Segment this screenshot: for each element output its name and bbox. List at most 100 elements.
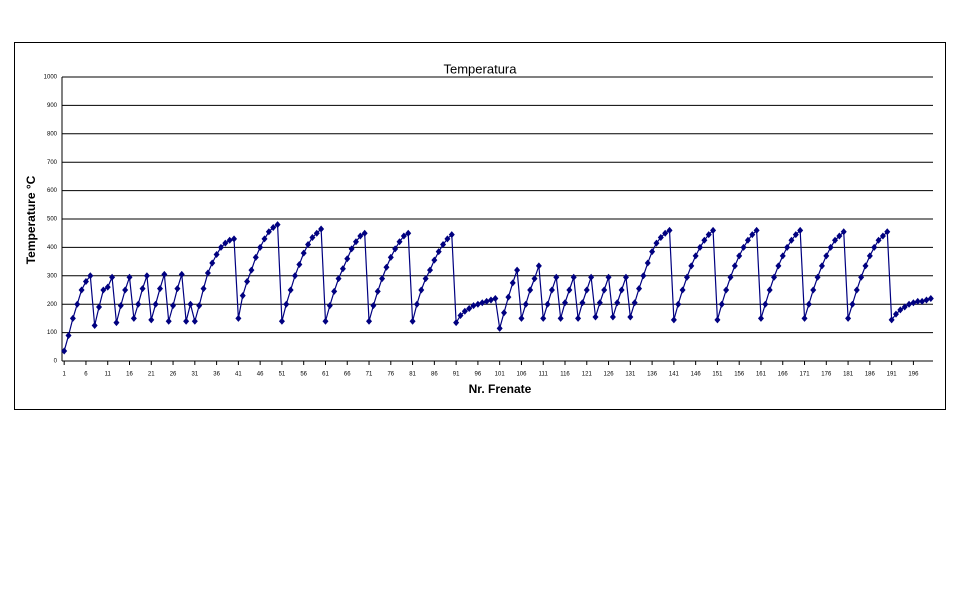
chart-frame [14, 42, 946, 410]
data-point [888, 316, 895, 324]
data-point [509, 279, 516, 287]
x-axis-label: Nr. Frenate [469, 382, 532, 396]
data-point [853, 286, 860, 294]
data-point [444, 235, 451, 243]
data-point [318, 225, 325, 233]
data-point [919, 297, 926, 305]
data-point [300, 249, 307, 257]
data-point [832, 236, 839, 244]
data-point [744, 236, 751, 244]
data-point [575, 314, 582, 322]
data-point [609, 313, 616, 321]
data-point [862, 262, 869, 270]
data-point [675, 300, 682, 308]
data-point [692, 252, 699, 260]
data-point [570, 273, 577, 281]
data-point [892, 310, 899, 318]
x-tick-label: 126 [604, 372, 615, 378]
data-point [235, 314, 242, 322]
data-point [784, 243, 791, 251]
data-point [762, 300, 769, 308]
data-point [270, 224, 277, 232]
data-point [405, 229, 412, 237]
data-point [487, 296, 494, 304]
data-point [361, 229, 368, 237]
x-tick-label: 131 [625, 372, 636, 378]
x-tick-label: 16 [126, 372, 133, 378]
x-tick-label: 116 [560, 372, 570, 378]
data-point [174, 285, 181, 293]
data-point [226, 236, 233, 244]
data-point [788, 236, 795, 244]
data-point [400, 232, 407, 240]
x-tick-label: 91 [453, 372, 460, 378]
data-point [104, 283, 111, 291]
data-point [923, 296, 930, 304]
data-point [566, 286, 573, 294]
data-point [749, 231, 756, 239]
data-point [178, 270, 185, 278]
x-tick-label: 121 [582, 372, 593, 378]
data-point [522, 300, 529, 308]
data-point [200, 285, 207, 293]
data-point [161, 270, 168, 278]
data-point [248, 266, 255, 274]
data-point [496, 324, 503, 332]
x-tick-label: 66 [344, 372, 351, 378]
data-point [766, 286, 773, 294]
data-point [705, 231, 712, 239]
data-point [222, 239, 229, 247]
data-point [309, 233, 316, 241]
x-tick-label: 81 [409, 372, 416, 378]
data-point [718, 300, 725, 308]
data-point [875, 236, 882, 244]
x-tick-label: 151 [712, 372, 723, 378]
y-tick-label: 700 [47, 160, 58, 166]
x-tick-label: 46 [257, 372, 264, 378]
data-point [331, 287, 338, 295]
data-point [483, 297, 490, 305]
x-tick-label: 76 [387, 372, 394, 378]
chart-title: Temperatura [444, 61, 518, 76]
data-point [901, 303, 908, 311]
data-point [440, 241, 447, 249]
data-point [209, 259, 216, 267]
data-point [170, 302, 177, 310]
x-tick-label: 111 [539, 372, 549, 378]
data-point [265, 228, 272, 236]
y-tick-label: 500 [47, 217, 58, 223]
data-point [135, 300, 142, 308]
data-point [714, 316, 721, 324]
y-tick-label: 900 [47, 103, 58, 109]
data-point [548, 286, 555, 294]
data-point [339, 265, 346, 273]
data-point [627, 313, 634, 321]
data-point [352, 238, 359, 246]
data-point [505, 293, 512, 301]
data-point [130, 314, 137, 322]
data-point [239, 292, 246, 300]
data-point [426, 266, 433, 274]
data-point [422, 275, 429, 283]
data-point [187, 300, 194, 308]
data-point [906, 300, 913, 308]
data-point [640, 272, 647, 280]
data-point [871, 243, 878, 251]
x-tick-label: 176 [821, 372, 832, 378]
x-tick-label: 156 [734, 372, 745, 378]
data-point [662, 229, 669, 237]
data-point [113, 319, 120, 327]
data-point [257, 243, 264, 251]
data-point [383, 263, 390, 271]
y-tick-label: 1000 [44, 75, 58, 81]
data-point [849, 300, 856, 308]
data-point [897, 306, 904, 314]
y-tick-label: 300 [47, 273, 58, 279]
x-tick-label: 1 [63, 372, 67, 378]
data-point [801, 314, 808, 322]
data-point [810, 286, 817, 294]
data-point [479, 299, 486, 307]
y-tick-label: 200 [47, 302, 58, 308]
data-point [736, 252, 743, 260]
data-point [344, 255, 351, 263]
